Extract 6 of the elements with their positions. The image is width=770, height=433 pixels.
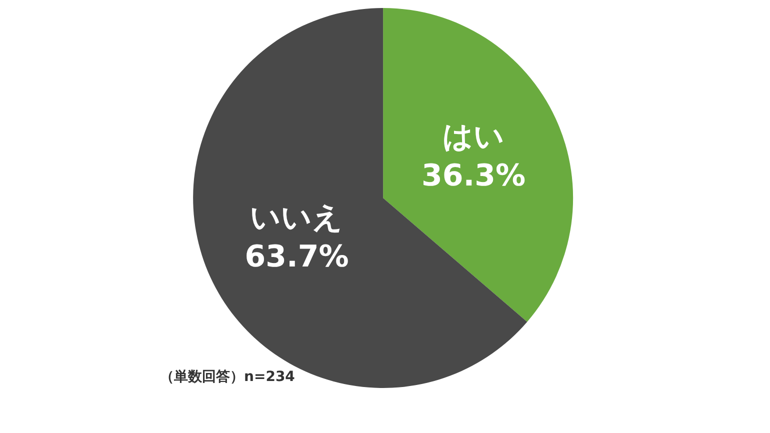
data-label: 36.3% (421, 158, 526, 194)
data-label: 63.7% (244, 240, 349, 275)
pie-slice (383, 8, 573, 322)
slice-label: はい (442, 119, 505, 154)
slice-label: いいえ (250, 200, 344, 236)
text: （単数回答）n=234 (160, 369, 296, 385)
